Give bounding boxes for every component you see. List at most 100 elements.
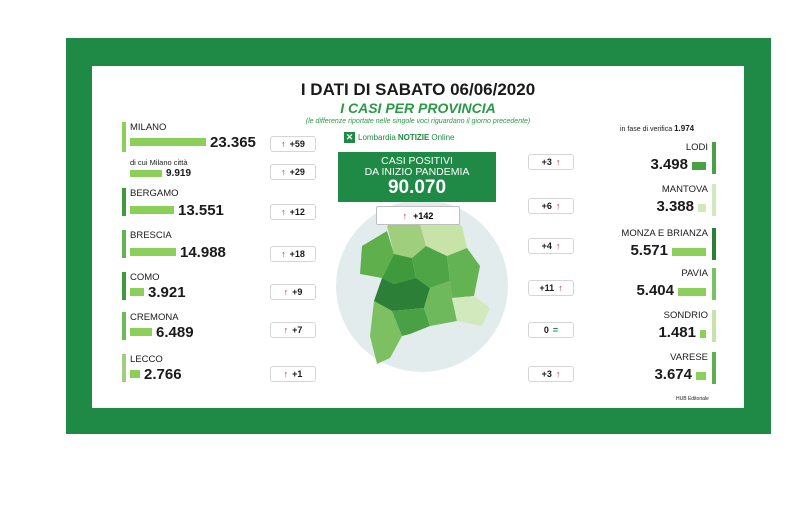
map-varese bbox=[360, 231, 394, 278]
monza-delta: +4 bbox=[541, 241, 552, 251]
monza-name: MONZA E BRIANZA bbox=[621, 228, 708, 239]
up-arrow-icon: ↑ bbox=[555, 241, 561, 251]
mantova-delta: +6 bbox=[541, 201, 552, 211]
up-arrow-icon: ↑ bbox=[281, 139, 286, 149]
lecco-value: 2.766 bbox=[144, 366, 182, 383]
cremona-name: CREMONA bbox=[130, 312, 179, 323]
map-sondrio bbox=[387, 218, 426, 258]
lecco-delta: +1 bbox=[292, 369, 303, 379]
pavia-name: PAVIA bbox=[681, 268, 708, 279]
lodi-bar bbox=[692, 162, 706, 170]
lodi-side-bar bbox=[712, 142, 716, 174]
bergamo-delta: +12 bbox=[289, 207, 305, 217]
total-value: 90.070 bbox=[387, 177, 447, 198]
lombardia-logo-icon: ✕ bbox=[344, 132, 355, 143]
como-value: 3.921 bbox=[148, 284, 186, 301]
total-line1: CASI POSITIVI bbox=[381, 155, 453, 167]
lodi-delta-badge: +3 ↑ bbox=[528, 154, 574, 170]
page-subtitle: I CASI PER PROVINCIA bbox=[340, 100, 496, 116]
bergamo-delta-badge: ↑ +12 bbox=[270, 204, 316, 220]
milano-citta-name: di cui Milano città bbox=[130, 158, 188, 167]
total-delta: +142 bbox=[413, 210, 434, 221]
map-bergamo bbox=[412, 246, 450, 288]
varese-delta: +3 bbox=[541, 369, 552, 379]
pavia-bar bbox=[678, 288, 706, 296]
pavia-delta: +11 bbox=[539, 283, 555, 293]
brand-part3: Online bbox=[431, 133, 455, 142]
up-arrow-icon: ↑ bbox=[283, 287, 289, 297]
lodi-value: 3.498 bbox=[650, 156, 688, 173]
milano-value: 23.365 bbox=[210, 134, 256, 151]
milano-citta-delta-badge: ↑ +29 bbox=[270, 164, 316, 180]
verify-note: in fase di verifica 1.974 bbox=[620, 124, 694, 133]
milano-delta-badge: ↑ +59 bbox=[270, 136, 316, 152]
lecco-side-bar bbox=[122, 354, 126, 382]
cremona-delta: +7 bbox=[292, 325, 303, 335]
page-title: I DATI DI SABATO 06/06/2020 bbox=[300, 80, 536, 99]
cremona-side-bar bbox=[122, 312, 126, 340]
bergamo-side-bar bbox=[122, 188, 126, 216]
bergamo-name: BERGAMO bbox=[130, 188, 179, 199]
como-name: COMO bbox=[130, 272, 160, 283]
map-pavia bbox=[370, 301, 402, 364]
brescia-bar bbox=[130, 248, 176, 256]
up-arrow-icon: ↑ bbox=[283, 325, 289, 335]
verify-label: in fase di verifica bbox=[620, 126, 673, 133]
monza-bar bbox=[672, 248, 706, 256]
monza-side-bar bbox=[712, 228, 716, 260]
mantova-bar bbox=[698, 204, 706, 212]
como-bar bbox=[130, 288, 144, 296]
mantova-delta-badge: +6 ↑ bbox=[528, 198, 574, 214]
page-note: (le differenze riportate nelle singole v… bbox=[305, 118, 531, 125]
mantova-value: 3.388 bbox=[656, 198, 694, 215]
sondrio-side-bar bbox=[712, 310, 716, 342]
up-arrow-icon: ↑ bbox=[281, 167, 286, 177]
equal-icon: = bbox=[552, 325, 559, 335]
map-milano bbox=[374, 278, 430, 311]
como-side-bar bbox=[122, 272, 126, 300]
varese-bar bbox=[696, 372, 706, 380]
brescia-delta: +18 bbox=[289, 249, 305, 259]
cremona-bar bbox=[130, 328, 152, 336]
como-delta-badge: ↑ +9 bbox=[270, 284, 316, 300]
lecco-bar bbox=[130, 370, 140, 378]
milano-side-bar bbox=[122, 122, 126, 152]
footer-credit: HUB Editoriale bbox=[676, 396, 709, 402]
pavia-delta-badge: +11 ↑ bbox=[528, 280, 574, 296]
monza-delta-badge: +4 ↑ bbox=[528, 238, 574, 254]
bergamo-bar bbox=[130, 206, 174, 214]
milano-delta: +59 bbox=[289, 139, 305, 149]
mantova-name: MANTOVA bbox=[661, 184, 708, 195]
milano-name: MILANO bbox=[130, 122, 167, 133]
map-mantova bbox=[452, 296, 490, 326]
total-cases-box: CASI POSITIVI DA INIZIO PANDEMIA 90.070 bbox=[338, 152, 496, 202]
milano-citta-bar bbox=[130, 170, 162, 177]
up-arrow-icon: ↑ bbox=[555, 369, 561, 379]
brescia-delta-badge: ↑ +18 bbox=[270, 246, 316, 262]
milano-citta-value: 9.919 bbox=[166, 168, 192, 179]
sondrio-delta: 0 bbox=[543, 325, 549, 335]
brand-logo: ✕ Lombardia NOTIZIE Online bbox=[344, 132, 455, 143]
milano-citta-delta: +29 bbox=[289, 167, 305, 177]
sondrio-name: SONDRIO bbox=[663, 310, 708, 321]
milano-bar bbox=[130, 138, 206, 146]
monza-value: 5.571 bbox=[630, 242, 668, 259]
pavia-side-bar bbox=[712, 268, 716, 300]
brand-part2: NOTIZIE bbox=[397, 133, 430, 142]
map-sondrio-east bbox=[420, 216, 467, 256]
map-lodi bbox=[392, 308, 430, 336]
total-delta-badge: ↑ +142 bbox=[376, 206, 460, 225]
lecco-delta-badge: ↑ +1 bbox=[270, 366, 316, 382]
sondrio-delta-badge: 0 = bbox=[528, 322, 574, 338]
lodi-name: LODI bbox=[685, 142, 708, 153]
map-brescia bbox=[447, 248, 480, 298]
infographic-card: I DATI DI SABATO 06/06/2020 I CASI PER P… bbox=[92, 66, 744, 408]
up-arrow-icon: ↑ bbox=[402, 210, 408, 221]
up-arrow-icon: ↑ bbox=[558, 283, 563, 293]
total-line2: DA INIZIO PANDEMIA bbox=[364, 166, 470, 178]
map-cremona bbox=[424, 281, 457, 326]
brescia-name: BRESCIA bbox=[130, 230, 172, 241]
up-arrow-icon: ↑ bbox=[555, 201, 561, 211]
up-arrow-icon: ↑ bbox=[281, 249, 286, 259]
como-delta: +9 bbox=[292, 287, 303, 297]
